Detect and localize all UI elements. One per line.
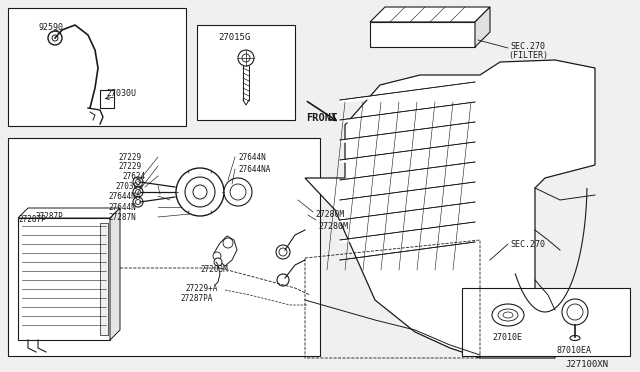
Text: 27229+A: 27229+A <box>185 284 218 293</box>
Circle shape <box>230 184 246 200</box>
Circle shape <box>242 54 250 62</box>
Text: 27010E: 27010E <box>492 333 522 342</box>
Circle shape <box>185 177 215 207</box>
Text: 27030U: 27030U <box>106 89 136 98</box>
Bar <box>8 138 320 356</box>
Circle shape <box>223 238 233 248</box>
Polygon shape <box>475 7 490 47</box>
Text: 27644N: 27644N <box>108 203 136 212</box>
Circle shape <box>133 177 143 187</box>
Ellipse shape <box>492 304 524 326</box>
Bar <box>197 25 295 120</box>
Polygon shape <box>214 236 237 266</box>
Text: SEC.270: SEC.270 <box>510 240 545 249</box>
Ellipse shape <box>498 309 518 321</box>
Text: 27030G: 27030G <box>115 182 143 191</box>
Circle shape <box>136 189 141 195</box>
Circle shape <box>213 252 221 260</box>
Ellipse shape <box>503 312 513 318</box>
Circle shape <box>193 185 207 199</box>
Circle shape <box>562 299 588 325</box>
Bar <box>100 90 114 108</box>
Text: 87010EA: 87010EA <box>557 346 592 355</box>
Circle shape <box>238 50 254 66</box>
Circle shape <box>224 178 252 206</box>
Polygon shape <box>370 22 475 47</box>
Circle shape <box>567 304 583 320</box>
Polygon shape <box>18 208 120 218</box>
Circle shape <box>133 197 143 207</box>
Circle shape <box>279 248 287 256</box>
Text: 27229: 27229 <box>118 162 141 171</box>
Circle shape <box>136 199 141 205</box>
Polygon shape <box>305 60 595 358</box>
Text: 27644NA: 27644NA <box>238 165 270 174</box>
Text: 27015G: 27015G <box>218 33 250 42</box>
Circle shape <box>277 274 289 286</box>
Circle shape <box>52 35 58 41</box>
Polygon shape <box>110 208 120 340</box>
Bar <box>100 223 108 335</box>
Text: 27280M: 27280M <box>318 222 348 231</box>
Text: 27287PA: 27287PA <box>180 294 212 303</box>
Text: J27100XN: J27100XN <box>565 360 608 369</box>
Circle shape <box>214 258 222 266</box>
Text: 27624: 27624 <box>122 172 145 181</box>
Text: 27280M: 27280M <box>315 210 344 219</box>
Text: 27203M: 27203M <box>200 265 228 274</box>
Text: 27644NA: 27644NA <box>108 192 140 201</box>
Text: 27644N: 27644N <box>238 153 266 162</box>
Circle shape <box>276 245 290 259</box>
Circle shape <box>136 180 141 185</box>
Text: SEC.270: SEC.270 <box>510 42 545 51</box>
Text: 27287P: 27287P <box>18 215 45 224</box>
Polygon shape <box>370 7 490 22</box>
Circle shape <box>48 31 62 45</box>
Text: FRONT: FRONT <box>306 113 337 123</box>
Circle shape <box>133 187 143 197</box>
Bar <box>8 8 186 126</box>
Ellipse shape <box>570 336 580 340</box>
Text: (FILTER): (FILTER) <box>508 51 548 60</box>
Text: 92590: 92590 <box>38 23 63 32</box>
Bar <box>18 218 110 340</box>
Bar <box>462 288 630 356</box>
Text: 27287P: 27287P <box>35 212 63 221</box>
Text: 27229: 27229 <box>118 153 141 162</box>
Text: 27287N: 27287N <box>108 213 136 222</box>
Circle shape <box>176 168 224 216</box>
